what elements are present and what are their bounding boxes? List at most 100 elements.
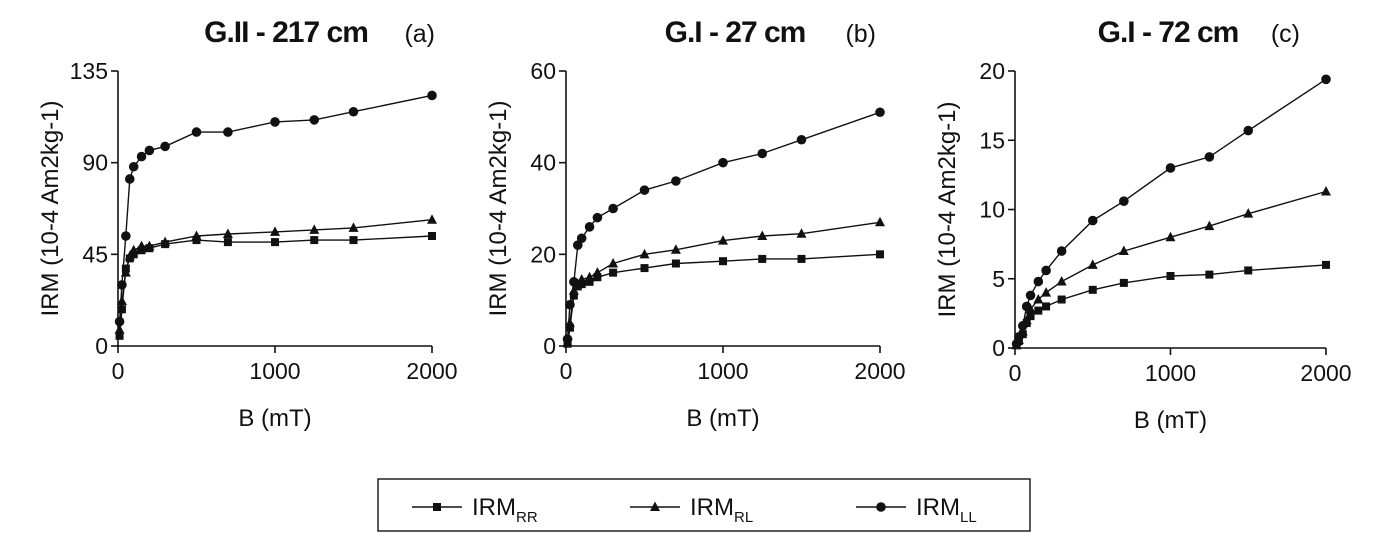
series-line: [118, 235, 433, 336]
data-point: [796, 134, 807, 145]
data-point: [1165, 163, 1176, 173]
x-tick-label: 0: [1009, 360, 1022, 386]
data-point: [1204, 152, 1215, 162]
data-point: [136, 151, 147, 162]
data-point: [609, 268, 618, 277]
data-point: [719, 257, 727, 266]
data-point: [309, 115, 320, 125]
y-tick-label: 0: [992, 335, 1005, 361]
data-point: [124, 250, 135, 261]
series-line: [118, 94, 433, 322]
data-point: [1205, 270, 1214, 279]
data-point: [271, 238, 279, 247]
data-point: [1033, 294, 1044, 304]
data-point: [349, 236, 358, 245]
data-point: [270, 226, 280, 236]
data-point: [1243, 125, 1254, 136]
data-point: [1321, 185, 1331, 196]
data-point: [160, 141, 170, 152]
data-point: [117, 280, 127, 290]
y-tick-label: 10: [979, 197, 1005, 223]
data-point: [1017, 321, 1028, 331]
x-axis-title: B (mT): [238, 405, 311, 432]
data-point: [427, 214, 437, 224]
data-point: [1087, 259, 1098, 269]
y-tick-label: 40: [530, 150, 556, 176]
data-point: [718, 157, 728, 168]
data-point: [160, 236, 171, 247]
y-axis-title: IRM (10-4 Am2kg-1): [37, 100, 64, 316]
series-line: [566, 253, 881, 344]
panel-tag: (b): [845, 20, 876, 48]
series-IRM_RR: [115, 232, 436, 340]
data-point: [428, 232, 436, 240]
x-tick-label: 1000: [1145, 360, 1196, 386]
y-tick-label: 45: [82, 241, 108, 267]
data-point: [608, 203, 618, 214]
panel-1: G.I - 27 cm (b) 0 20 40 60 0 1000 2000 B (mT) IRM …: [485, 16, 906, 432]
data-point: [671, 176, 681, 186]
legend-label: IRMRL: [690, 494, 753, 526]
data-point: [121, 231, 131, 241]
legend: IRMRR IRMRL IRMLL: [377, 478, 1031, 532]
panel-title: G.II - 217 cm: [204, 16, 368, 49]
series-line: [1015, 78, 1327, 345]
panel-0: G.II - 217 cm (a) 0 45 90 135 0 1000 2000 B (mT) I…: [37, 16, 458, 432]
legend-marker: [876, 502, 886, 512]
data-point: [114, 316, 125, 327]
data-point: [115, 331, 124, 340]
panel-tag: (c): [1271, 20, 1300, 48]
x-tick-label: 2000: [854, 358, 905, 384]
data-point: [223, 127, 233, 137]
data-point: [309, 224, 320, 234]
data-point: [564, 317, 575, 328]
series-IRM_LL: [114, 90, 437, 327]
data-point: [576, 274, 587, 284]
data-point: [144, 145, 155, 156]
data-point: [1165, 231, 1176, 242]
data-point: [757, 148, 768, 159]
data-point: [671, 259, 680, 268]
series-IRM_RR: [1012, 260, 1330, 350]
data-point: [876, 250, 884, 259]
series-IRM_LL: [562, 107, 885, 344]
data-point: [758, 254, 767, 263]
data-point: [310, 236, 319, 245]
data-point: [348, 106, 359, 117]
y-tick-label: 0: [95, 333, 108, 359]
series-IRM_LL: [1011, 74, 1331, 349]
data-point: [1087, 215, 1098, 226]
x-tick-label: 2000: [1300, 360, 1351, 386]
data-point: [1322, 260, 1330, 269]
data-point: [1033, 276, 1044, 287]
series-line: [118, 219, 433, 330]
data-point: [1021, 301, 1032, 312]
x-tick-label: 1000: [249, 358, 300, 384]
x-tick-label: 2000: [406, 358, 457, 384]
x-tick-label: 1000: [697, 358, 748, 384]
data-point: [1118, 245, 1129, 256]
data-point: [128, 161, 139, 172]
data-point: [1025, 290, 1036, 301]
data-point: [144, 240, 155, 251]
legend-marker: [650, 501, 660, 511]
data-point: [1204, 220, 1215, 231]
y-tick-label: 90: [82, 150, 108, 176]
data-point: [136, 240, 147, 251]
data-point: [1026, 312, 1035, 321]
y-tick-label: 5: [992, 266, 1005, 292]
legend-marker: [433, 503, 441, 511]
data-point: [1056, 246, 1067, 256]
data-point: [592, 212, 603, 223]
data-point: [875, 107, 885, 118]
data-point: [191, 230, 202, 240]
data-point: [427, 90, 437, 101]
data-point: [797, 254, 806, 263]
data-point: [192, 236, 201, 245]
data-point: [1119, 196, 1129, 206]
data-point: [796, 228, 807, 238]
legend-box: [377, 478, 1031, 532]
data-point: [577, 280, 586, 289]
data-point: [270, 117, 280, 127]
data-point: [116, 295, 127, 306]
